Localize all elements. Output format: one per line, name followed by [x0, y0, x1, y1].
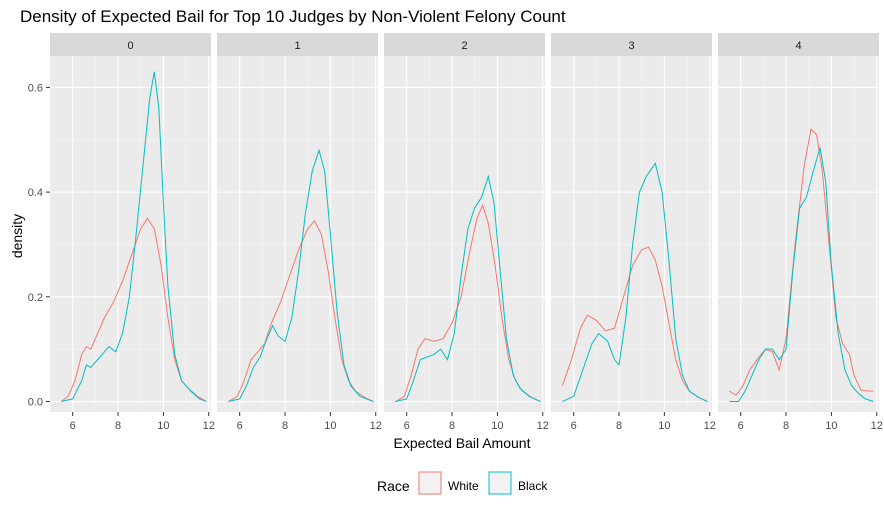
x-tick-label: 6	[70, 420, 76, 432]
y-axis: 0.0 0.2 0.4 0.6	[28, 82, 50, 409]
density-line-black	[562, 162, 708, 402]
facet-strip-label: 1	[294, 40, 300, 52]
facet-strip	[551, 33, 712, 56]
legend-item-black: Black	[488, 471, 548, 495]
x-tick-label: 8	[616, 420, 622, 432]
y-tick-label: 0.6	[28, 82, 43, 94]
density-line-white	[729, 128, 874, 396]
x-tick-label: 6	[237, 420, 243, 432]
density-line-white	[561, 246, 708, 402]
facet-panels: 0 6 8 10 12 1 6 8 10 12 2 6 8 10 12 3 6 8 10 12 4 6 8 10 12	[50, 33, 883, 432]
panel-background	[384, 56, 545, 412]
facet-panel-1: 1 6 8 10 12	[217, 33, 382, 432]
x-tick-label: 6	[738, 420, 744, 432]
legend-title: Race	[377, 478, 410, 494]
legend: Race White Black	[377, 471, 548, 495]
x-tick-label: 8	[282, 420, 288, 432]
x-tick-label: 6	[571, 420, 577, 432]
facet-strip	[50, 33, 211, 56]
facet-strip-label: 2	[461, 40, 467, 52]
density-line-white	[228, 220, 374, 402]
x-tick-label: 12	[370, 420, 382, 432]
x-axis-title: Expected Bail Amount	[394, 435, 531, 451]
facet-strip-label: 0	[127, 40, 133, 52]
legend-key	[418, 471, 442, 495]
y-axis-title: density	[9, 214, 25, 258]
facet-strip	[217, 33, 378, 56]
x-tick-label: 12	[537, 420, 549, 432]
legend-key	[488, 471, 512, 495]
y-tick-label: 0.4	[28, 187, 43, 199]
facet-panel-3: 3 6 8 10 12	[551, 33, 716, 432]
x-tick-label: 10	[658, 420, 670, 432]
legend-label: Black	[518, 479, 548, 493]
facet-panel-2: 2 6 8 10 12	[384, 33, 549, 432]
x-tick-label: 10	[491, 420, 503, 432]
facet-strip-label: 4	[795, 40, 801, 52]
y-tick-label: 0.2	[28, 292, 43, 304]
x-tick-label: 8	[783, 420, 789, 432]
chart-title: Density of Expected Bail for Top 10 Judg…	[20, 7, 566, 26]
y-tick-label: 0.0	[28, 397, 43, 409]
x-tick-label: 8	[115, 420, 121, 432]
legend-label: White	[448, 479, 479, 493]
density-line-black	[729, 147, 874, 403]
x-tick-label: 12	[704, 420, 716, 432]
facet-strip-label: 3	[628, 40, 634, 52]
facet-panel-4: 4 6 8 10 12	[718, 33, 883, 432]
density-line-black	[395, 174, 541, 403]
x-tick-label: 10	[324, 420, 336, 432]
x-tick-label: 12	[203, 420, 215, 432]
panel-background	[50, 56, 211, 412]
panel-background	[551, 56, 712, 412]
x-tick-label: 10	[825, 420, 837, 432]
facet-strip	[384, 33, 545, 56]
density-line-black	[61, 71, 207, 403]
facet-panel-0: 0 6 8 10 12	[50, 33, 215, 432]
x-tick-label: 12	[871, 420, 883, 432]
x-tick-label: 10	[157, 420, 169, 432]
panel-background	[217, 56, 378, 412]
x-tick-label: 8	[449, 420, 455, 432]
density-line-black	[228, 148, 374, 403]
facet-strip	[718, 33, 879, 56]
panel-background	[718, 56, 879, 412]
legend-item-white: White	[418, 471, 479, 495]
x-tick-label: 6	[404, 420, 410, 432]
